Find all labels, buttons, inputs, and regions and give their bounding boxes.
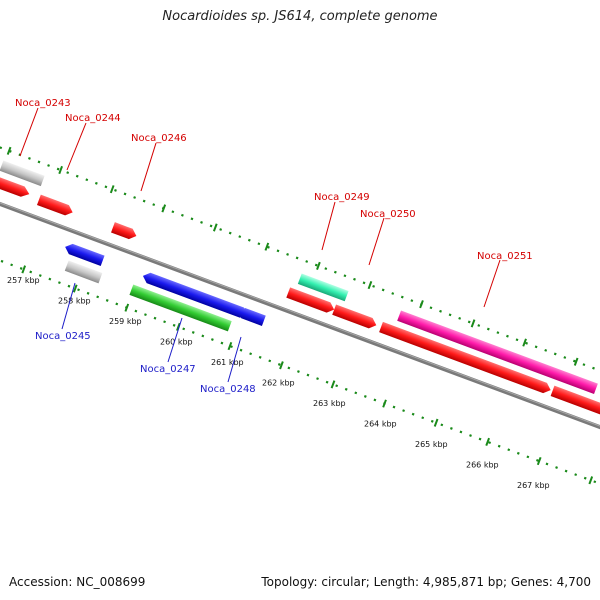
gene-red-forward-1[interactable] xyxy=(0,173,31,200)
label-leaders xyxy=(19,107,501,383)
scale-label: 262 kbp xyxy=(262,379,295,388)
major-tick xyxy=(176,322,181,331)
gene-red-forward-6[interactable] xyxy=(379,321,552,395)
gene-label-noca-0249[interactable]: Noca_0249 xyxy=(314,192,370,203)
accession-label: Accession: NC_008699 xyxy=(9,575,146,589)
gene-noca-0246[interactable] xyxy=(111,222,138,241)
major-tick xyxy=(279,361,284,370)
major-tick xyxy=(316,261,321,270)
major-tick xyxy=(433,418,439,427)
major-tick xyxy=(522,338,527,347)
major-tick xyxy=(330,380,336,389)
lower-major-ticks xyxy=(21,265,594,485)
gene-label-noca-0248[interactable]: Noca_0248 xyxy=(200,384,256,395)
major-tick xyxy=(212,223,218,232)
scale-label: 266 kbp xyxy=(466,461,499,470)
backbone-highlight xyxy=(0,195,600,448)
gene-label-noca-0245[interactable]: Noca_0245 xyxy=(35,331,91,342)
major-tick xyxy=(21,265,27,274)
scale-label: 258 kbp xyxy=(58,297,91,306)
major-tick xyxy=(6,146,12,155)
major-tick xyxy=(470,319,476,328)
scale-label: 263 kbp xyxy=(313,399,346,408)
gene-gray-reverse[interactable] xyxy=(64,260,103,284)
genome-track xyxy=(0,146,600,499)
genome-backbone xyxy=(0,195,600,450)
major-tick xyxy=(72,284,78,293)
gene-noca-0248[interactable] xyxy=(236,306,266,326)
major-tick xyxy=(419,300,424,309)
major-tick xyxy=(58,165,63,175)
gene-noca-0244[interactable] xyxy=(36,194,75,218)
major-tick xyxy=(573,357,579,366)
gene-label-noca-0247[interactable]: Noca_0247 xyxy=(140,364,196,375)
major-tick xyxy=(227,341,233,351)
gene-red-forward-4[interactable] xyxy=(286,287,336,314)
gene-noca-0251[interactable] xyxy=(397,310,598,394)
scale-label: 261 kbp xyxy=(211,358,244,367)
gene-label-noca-0246[interactable]: Noca_0246 xyxy=(131,133,187,144)
major-tick xyxy=(382,399,387,408)
topology-label: Topology: circular; Length: 4,985,871 bp… xyxy=(261,575,591,589)
major-tick xyxy=(109,185,115,194)
gene-noca-0243[interactable] xyxy=(0,160,45,187)
map-title: Nocardioides sp. JS614, complete genome xyxy=(162,9,438,24)
major-tick xyxy=(161,204,167,213)
gene-label-noca-0244[interactable]: Noca_0244 xyxy=(65,113,121,124)
major-tick xyxy=(536,456,542,466)
gene-label-noca-0251[interactable]: Noca_0251 xyxy=(477,251,533,262)
gene-noca-0250[interactable] xyxy=(332,304,378,330)
gene-label-noca-0250[interactable]: Noca_0250 xyxy=(360,209,416,220)
scale-labels: 257 kbp 258 kbp 259 kbp 260 kbp 261 kbp 262 k… xyxy=(7,276,550,490)
scale-label: 264 kbp xyxy=(364,420,397,429)
major-tick xyxy=(485,437,490,447)
gene-noca-0249[interactable] xyxy=(297,273,349,302)
scale-label: 257 kbp xyxy=(7,276,40,285)
scale-label: 265 kbp xyxy=(415,440,448,449)
gene-label-noca-0243[interactable]: Noca_0243 xyxy=(15,98,71,109)
scale-label: 260 kbp xyxy=(160,338,193,347)
gene-green-reverse[interactable] xyxy=(129,284,232,332)
scale-label: 259 kbp xyxy=(109,317,142,326)
major-tick xyxy=(124,303,130,312)
major-tick xyxy=(264,242,270,251)
major-tick xyxy=(367,280,373,290)
major-tick xyxy=(588,476,594,485)
scale-label: 267 kbp xyxy=(517,481,550,490)
gene-noca-0245[interactable] xyxy=(63,242,105,266)
gene-noca-0247[interactable] xyxy=(141,271,245,318)
upper-major-ticks xyxy=(6,146,579,366)
gene-red-forward-7[interactable] xyxy=(550,385,600,416)
